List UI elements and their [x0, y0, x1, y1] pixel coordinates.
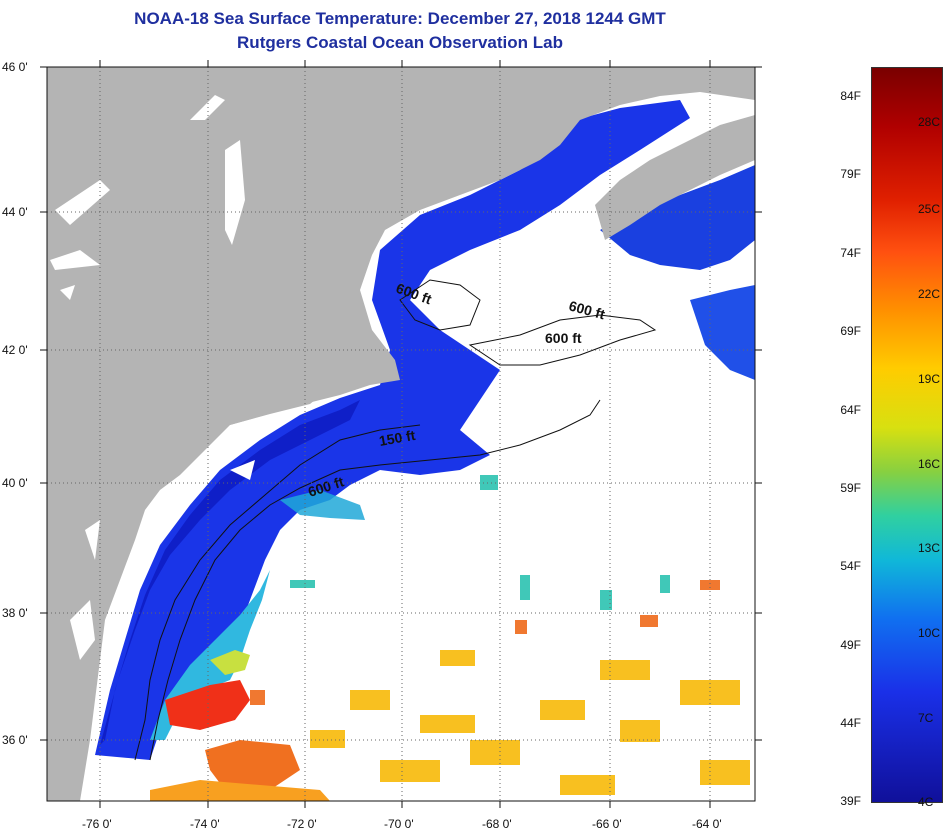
colorbar-f-label: 69F [840, 324, 861, 338]
colorbar-f-label: 49F [840, 638, 861, 652]
cold-water-patch-east [690, 285, 755, 380]
map-frame [46, 66, 756, 802]
lon-label-68: -68 0' [482, 817, 512, 831]
land-north-america [47, 67, 755, 801]
colorbar-f-label: 64F [840, 403, 861, 417]
teal-water-patches [290, 475, 670, 610]
warm-water-south [205, 740, 300, 790]
land-long-island [215, 396, 320, 425]
lime-water [210, 650, 250, 675]
colorbar-f-label: 44F [840, 716, 861, 730]
colorbar-c-label: 7C [918, 711, 934, 725]
colorbar-c-label: 28C [918, 115, 941, 129]
lat-label-44: 44 0' [2, 205, 28, 219]
depth-label-600ft-3: 600 ft [545, 330, 582, 346]
lat-label-38: 38 0' [2, 606, 28, 620]
isobath-150ft [134, 424, 421, 761]
warm-water-patches [310, 650, 750, 795]
inland-lakes [50, 95, 255, 660]
colorbar-f-label: 79F [840, 167, 861, 181]
orange-water-patches [250, 580, 720, 705]
lon-label-64: -64 0' [692, 817, 722, 831]
colorbar-c-label: 25C [918, 202, 941, 216]
colorbar-c-label: 13C [918, 541, 941, 555]
lat-label-36: 36 0' [2, 733, 28, 747]
map-title: NOAA-18 Sea Surface Temperature: Decembe… [134, 9, 666, 28]
lon-label-76: -76 0' [82, 817, 112, 831]
teal-water [280, 490, 365, 520]
lon-label-72: -72 0' [287, 817, 317, 831]
colorbar-f-label: 54F [840, 559, 861, 573]
temperature-colorbar: 84F 79F 74F 69F 64F 59F 54F 49F 44F 39F [840, 67, 943, 808]
depth-label-150ft: 150 ft [378, 427, 417, 449]
colorbar-c-label: 22C [918, 287, 941, 301]
colorbar-c-label: 16C [918, 457, 941, 471]
warm-water-core [165, 680, 250, 730]
colorbar-c-label: 4C [918, 795, 934, 809]
lon-label-74: -74 0' [190, 817, 220, 831]
land-nova-scotia [595, 115, 755, 240]
isobath-600ft-gulf-of-maine [399, 279, 657, 366]
lon-label-66: -66 0' [592, 817, 622, 831]
lat-label-42: 42 0' [2, 343, 28, 357]
isobath-600ft-shelf [149, 399, 601, 761]
lat-label-40: 40 0' [2, 476, 28, 490]
colorbar-f-label: 74F [840, 246, 861, 260]
tick-marks [40, 60, 762, 808]
map-subtitle: Rutgers Coastal Ocean Observation Lab [237, 33, 563, 52]
colorbar-f-label: 84F [840, 89, 861, 103]
cold-water-nova-scotia [600, 165, 755, 270]
lat-label-46: 46 0' [2, 60, 28, 74]
lon-label-70: -70 0' [384, 817, 414, 831]
sst-map: 600 ft 600 ft 600 ft 150 ft 600 ft [40, 60, 762, 808]
colorbar-f-label: 39F [840, 794, 861, 808]
warm-water-south-2 [150, 780, 330, 801]
colorbar-c-label: 10C [918, 626, 941, 640]
colorbar-c-label: 19C [918, 372, 941, 386]
cold-water-coastal [95, 100, 690, 760]
colorbar-gradient [871, 67, 943, 803]
colorbar-f-label: 59F [840, 481, 861, 495]
